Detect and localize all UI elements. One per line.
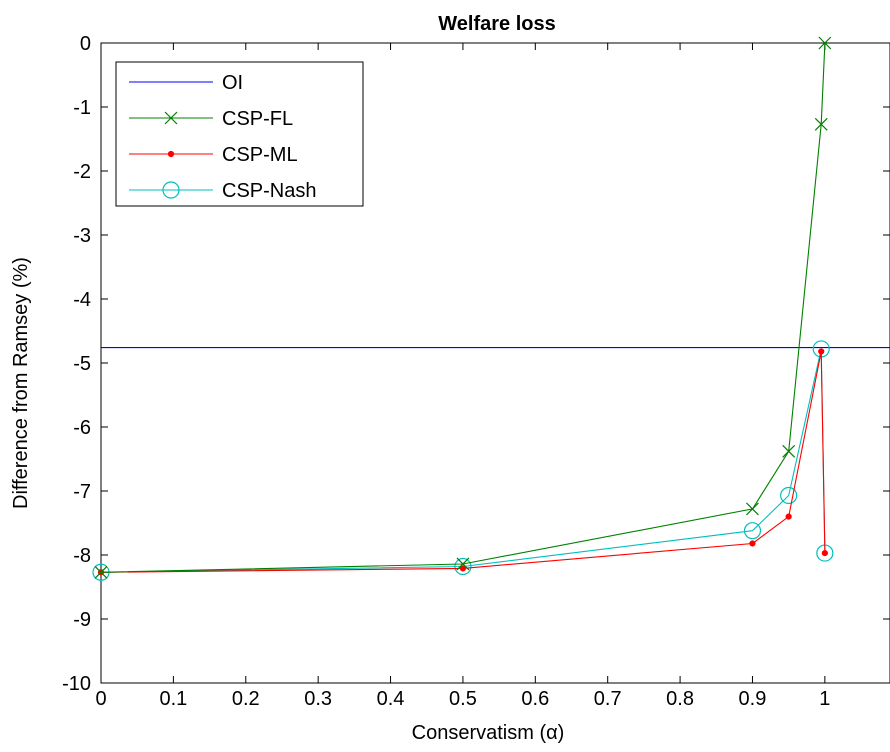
legend: OI CSP-FL CSP-ML CSP-Nash (115, 61, 364, 207)
y-tick-label: -8 (73, 545, 91, 567)
legend-label: OI (222, 72, 243, 94)
legend-label: CSP-FL (222, 108, 293, 130)
legend-marker (164, 111, 178, 125)
x-marker-stroke (746, 502, 759, 516)
x-marker-stroke (456, 557, 470, 571)
data-point-csp-fl (782, 444, 796, 458)
x-axis-ticks: 0 0.1 0.2 0.3 0.4 0.5 0.6 0.7 0.8 0.9 1 (95, 43, 830, 710)
data-point-csp-ml (818, 348, 825, 355)
legend-marker (162, 181, 180, 199)
y-tick-label: -6 (73, 417, 91, 439)
y-tick-label: -1 (73, 97, 91, 119)
legend-item-csp-fl: CSP-FL (129, 108, 293, 130)
data-point-csp-ml (749, 540, 756, 547)
y-axis-ticks: 0 -1 -2 -3 -4 -5 -6 -7 -8 -9 -10 (62, 33, 890, 695)
data-point-csp-nash (743, 522, 762, 540)
x-tick-label: 1 (819, 688, 830, 710)
data-point-csp-fl (456, 557, 470, 571)
x-tick-label: 0.5 (449, 688, 477, 710)
y-tick-label: -3 (73, 225, 91, 247)
x-tick-label: 0.8 (666, 688, 694, 710)
data-point-csp-ml (459, 565, 467, 572)
legend-label: CSP-ML (222, 144, 298, 166)
y-axis-label: Difference from Ramsey (%) (10, 257, 32, 509)
x-marker-stroke (814, 117, 828, 131)
y-tick-label: -7 (73, 481, 91, 503)
y-tick-label: -5 (73, 353, 91, 375)
x-tick-label: 0.1 (159, 688, 187, 710)
x-tick-label: 0.6 (521, 688, 549, 710)
x-tick-label: 0.7 (594, 688, 622, 710)
data-point-csp-nash (780, 486, 798, 505)
x-marker-stroke (94, 565, 108, 579)
series-layer (92, 36, 890, 581)
y-tick-label: -10 (62, 673, 91, 695)
series-line-csp-ml (100, 351, 826, 573)
chart-title: Welfare loss (438, 13, 555, 35)
x-marker-stroke (782, 444, 796, 458)
x-marker-stroke (164, 111, 178, 125)
x-marker-stroke (818, 36, 832, 50)
data-point-csp-fl (94, 565, 108, 579)
data-point-csp-fl (746, 502, 759, 516)
legend-item-csp-ml: CSP-ML (129, 144, 298, 166)
x-tick-label: 0.9 (739, 688, 767, 710)
x-tick-label: 0 (95, 688, 106, 710)
y-tick-label: 0 (80, 33, 91, 55)
series-csp-fl (94, 36, 832, 579)
data-point-csp-nash (454, 557, 472, 576)
data-point-csp-fl (818, 36, 832, 50)
x-axis-label: Conservatism (α) (412, 722, 565, 744)
x-tick-label: 0.2 (232, 688, 260, 710)
y-tick-label: -2 (73, 161, 91, 183)
series-line-csp-fl (100, 42, 826, 573)
x-tick-label: 0.4 (377, 688, 405, 710)
x-tick-label: 0.3 (304, 688, 332, 710)
legend-label: CSP-Nash (222, 180, 316, 202)
legend-box (115, 61, 364, 207)
data-point-csp-ml (785, 513, 792, 520)
legend-item-csp-nash: CSP-Nash (129, 180, 316, 202)
data-point-csp-ml (821, 549, 828, 557)
y-tick-label: -9 (73, 609, 91, 631)
legend-marker (167, 150, 175, 158)
data-point-csp-fl (814, 117, 828, 131)
legend-item-oi: OI (129, 72, 243, 94)
y-tick-label: -4 (73, 289, 91, 311)
